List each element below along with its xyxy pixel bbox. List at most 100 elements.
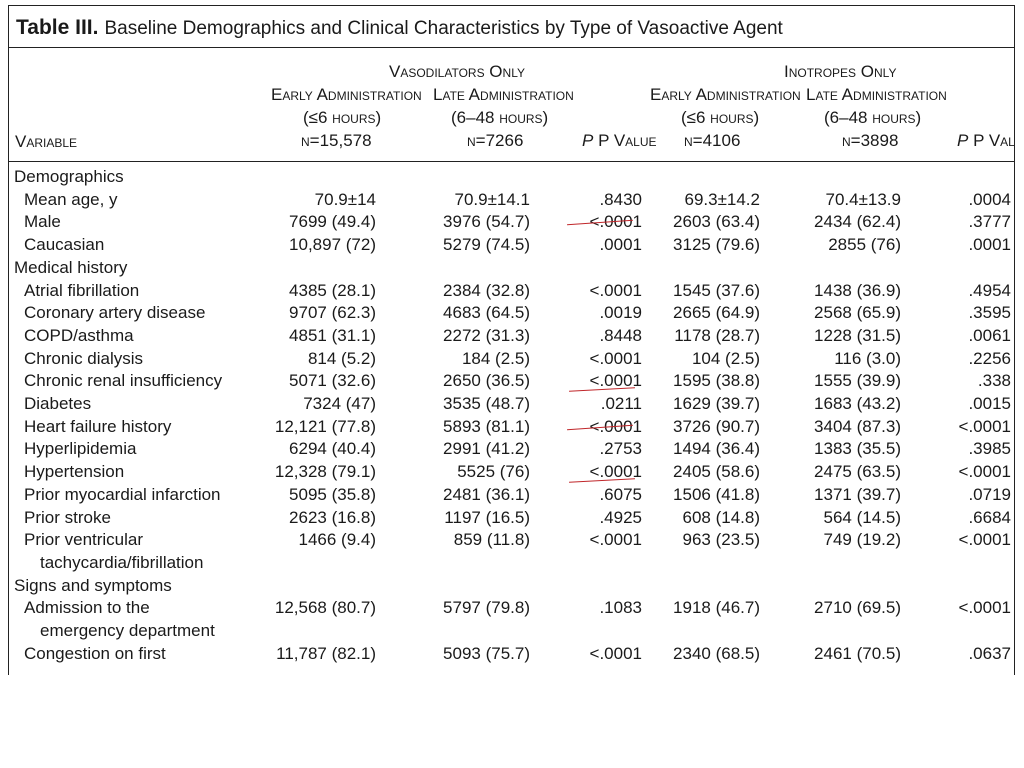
cell-vd-early: 12,568 (80.7) <box>274 598 376 618</box>
cell-in-late: 1438 (36.9) <box>814 280 901 300</box>
header-variable: Variable <box>15 132 78 151</box>
cell-vd-late: 5797 (79.8) <box>443 598 530 618</box>
group-heading: Demographics <box>14 167 124 186</box>
cell-vd-early: 12,328 (79.1) <box>274 462 376 482</box>
cell-vd-early: 12,121 (77.8) <box>274 416 376 436</box>
header-in-late: Late Administration <box>806 85 947 104</box>
cell-vd-early: 7699 (49.4) <box>289 212 376 232</box>
header-in-late-range: (6–48 hours) <box>824 108 922 127</box>
group-heading: Medical history <box>14 257 128 277</box>
cell-vd-late: 2481 (36.1) <box>443 484 530 504</box>
header-vd-early-range: (≤6 hours) <box>303 108 382 127</box>
cell-vd-late: 5279 (74.5) <box>443 235 530 255</box>
cell-pvalue-1: .8430 <box>599 189 642 209</box>
cell-in-late: 2710 (69.5) <box>814 598 901 618</box>
row-label: Admission to the <box>24 598 150 618</box>
cell-vd-early: 5095 (35.8) <box>289 484 376 504</box>
cell-pvalue-1: .0001 <box>599 235 642 255</box>
cell-vd-early: 6294 (40.4) <box>289 439 376 459</box>
cell-in-late: 3404 (87.3) <box>814 416 901 436</box>
cell-vd-late: 2991 (41.2) <box>443 439 530 459</box>
cell-in-early: 1595 (38.8) <box>673 371 760 391</box>
cell-in-late: 749 (19.2) <box>823 530 902 550</box>
cell-pvalue-2: .3985 <box>968 439 1011 459</box>
cell-pvalue-2: <.0001 <box>958 462 1011 482</box>
table-caption: Baseline Demographics and Clinical Chara… <box>104 18 783 39</box>
cell-vd-early: 4385 (28.1) <box>289 280 376 300</box>
cell-pvalue-2: <.0001 <box>958 530 1011 550</box>
row-label: Congestion on first <box>24 643 166 663</box>
header-vd-early: Early Administration <box>271 85 422 104</box>
row-label-continued: emergency department <box>40 621 215 640</box>
cell-in-early: 3726 (90.7) <box>673 416 760 436</box>
header-in-early: Early Administration <box>650 85 801 104</box>
cell-pvalue-2: <.0001 <box>958 416 1011 436</box>
cell-pvalue-1: .6075 <box>599 484 642 504</box>
cell-vd-early: 2623 (16.8) <box>289 507 376 527</box>
cell-vd-early: 5071 (32.6) <box>289 371 376 391</box>
cell-in-early: 2340 (68.5) <box>673 643 760 663</box>
cell-vd-late: 859 (11.8) <box>453 530 530 550</box>
cell-in-late: 2855 (76) <box>828 235 901 255</box>
header-pvalue-1: P P Value <box>582 131 657 150</box>
table-number: Table III. <box>16 16 99 39</box>
cell-in-early: 104 (2.5) <box>691 348 760 368</box>
cell-pvalue-1: <.0001 <box>589 416 642 436</box>
cell-pvalue-1: .4925 <box>599 507 642 527</box>
cell-vd-early: 9707 (62.3) <box>289 303 376 323</box>
cell-vd-late: 4683 (64.5) <box>443 303 530 323</box>
cell-pvalue-2: .0004 <box>968 189 1011 209</box>
row-label: Mean age, y <box>24 189 118 209</box>
header-inotropes: Inotropes Only <box>784 62 897 81</box>
cell-vd-late: 3976 (54.7) <box>443 212 530 232</box>
cell-pvalue-1: <.0001 <box>589 371 642 391</box>
cell-in-early: 608 (14.8) <box>682 507 761 527</box>
cell-pvalue-1: <.0001 <box>589 212 642 232</box>
cell-pvalue-1: <.0001 <box>589 348 642 368</box>
cell-in-late: 1371 (39.7) <box>814 484 901 504</box>
cell-pvalue-2: .2256 <box>968 348 1011 368</box>
header-vd-late-range: (6–48 hours) <box>451 108 549 127</box>
header-vd-late-n: n=7266 <box>467 131 524 150</box>
table-title: Table III. Baseline Demographics and Clin… <box>9 6 1014 48</box>
cell-in-early: 1506 (41.8) <box>673 484 760 504</box>
cell-vd-late: 2272 (31.3) <box>443 325 530 345</box>
cell-in-early: 1918 (46.7) <box>673 598 760 618</box>
cell-in-late: 2434 (62.4) <box>814 212 901 232</box>
row-label: Heart failure history <box>24 416 172 436</box>
cell-pvalue-1: .0019 <box>599 303 642 323</box>
table-frame: Table III. Baseline Demographics and Clin… <box>8 5 1015 675</box>
header-rule <box>9 161 1014 162</box>
cell-in-early: 963 (23.5) <box>682 530 761 550</box>
row-label: Coronary artery disease <box>24 303 206 323</box>
cell-pvalue-1: <.0001 <box>589 462 642 482</box>
header-vd-late: Late Administration <box>433 85 574 104</box>
cell-pvalue-2: .338 <box>977 371 1011 391</box>
header-pvalue-2: P P Value <box>957 131 1015 151</box>
row-label: Chronic dialysis <box>24 348 144 368</box>
pvalue-label-2: P Value <box>973 131 1015 150</box>
cell-vd-early: 70.9±14 <box>314 189 376 209</box>
cell-vd-late: 5093 (75.7) <box>443 643 530 663</box>
cell-vd-late: 1197 (16.5) <box>444 507 530 527</box>
header-vasodilators: Vasodilators Only <box>389 62 525 81</box>
cell-vd-late: 2650 (36.5) <box>443 371 530 391</box>
cell-pvalue-1: <.0001 <box>589 643 642 663</box>
row-label: Chronic renal insufficiency <box>24 371 223 391</box>
cell-in-late: 1555 (39.9) <box>814 371 901 391</box>
cell-in-late: 116 (3.0) <box>834 348 901 368</box>
cell-pvalue-2: .0719 <box>968 484 1011 504</box>
cell-pvalue-2: .4954 <box>968 280 1011 300</box>
cell-in-early: 1629 (39.7) <box>673 394 760 413</box>
cell-in-early: 3125 (79.6) <box>673 235 760 255</box>
row-label-continued: tachycardia/fibrillation <box>40 552 204 572</box>
header-in-early-range: (≤6 hours) <box>681 108 760 127</box>
cell-vd-late: 5893 (81.1) <box>443 416 530 436</box>
cell-pvalue-1: .1083 <box>599 598 642 618</box>
row-label: Male <box>24 212 61 232</box>
cell-in-early: 2405 (58.6) <box>673 462 760 482</box>
cell-pvalue-1: <.0001 <box>589 530 642 550</box>
cell-vd-early: 10,897 (72) <box>289 235 376 255</box>
cell-pvalue-1: .8448 <box>599 325 642 345</box>
cell-vd-late: 3535 (48.7) <box>443 394 530 413</box>
